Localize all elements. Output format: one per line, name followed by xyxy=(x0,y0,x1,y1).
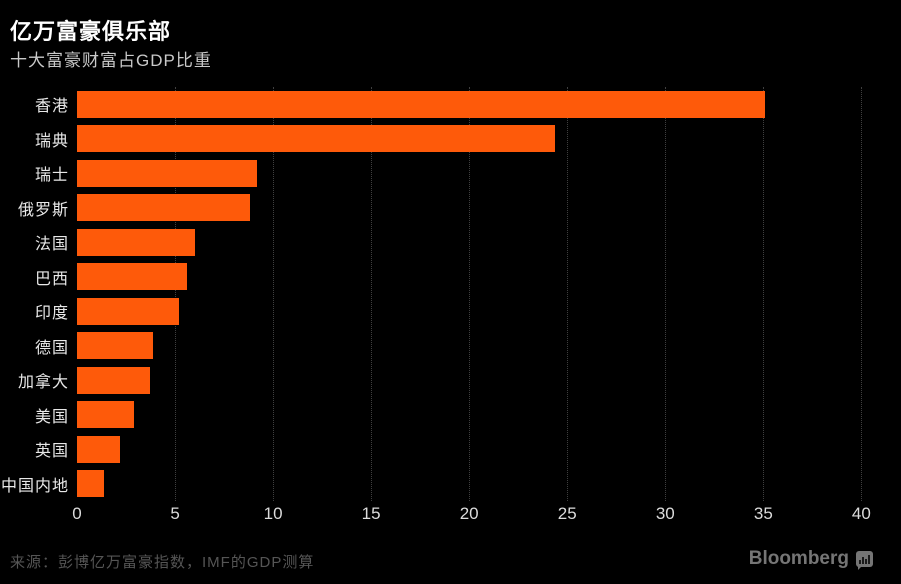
bar xyxy=(77,159,258,187)
category-label: 美国 xyxy=(34,408,69,426)
chart-title: 亿万富豪俱乐部 xyxy=(10,19,172,44)
gridline xyxy=(469,87,471,501)
bar xyxy=(77,263,187,291)
x-tick-label: 10 xyxy=(263,504,283,523)
category-label: 法国 xyxy=(34,236,69,254)
bloomberg-wordmark: Bloomberg xyxy=(748,548,849,569)
bar-row xyxy=(77,294,881,329)
bar xyxy=(77,470,105,498)
bar-row xyxy=(77,467,881,502)
bar xyxy=(77,228,195,256)
bar-row xyxy=(77,122,881,157)
bloomberg-chart-bubble-icon xyxy=(856,551,873,570)
bar-row xyxy=(77,260,881,295)
x-tick-label: 25 xyxy=(557,504,577,523)
x-tick-label: 35 xyxy=(753,504,773,523)
category-label: 俄罗斯 xyxy=(17,201,69,219)
bar xyxy=(77,125,556,153)
x-tick-label: 30 xyxy=(655,504,675,523)
gridline xyxy=(665,87,667,501)
x-axis-tick-labels: 0 5 10 15 20 25 30 35 40 xyxy=(72,504,881,526)
gridline xyxy=(371,87,373,501)
bar xyxy=(77,435,121,463)
category-label: 印度 xyxy=(34,305,69,323)
bar xyxy=(77,366,150,394)
bar-row xyxy=(77,156,881,191)
x-tick-label: 20 xyxy=(459,504,479,523)
category-label: 加拿大 xyxy=(17,374,69,392)
bar-row xyxy=(77,225,881,260)
bar xyxy=(77,194,250,222)
x-tick-label: 15 xyxy=(361,504,381,523)
x-tick-label: 5 xyxy=(170,504,180,523)
plot-area xyxy=(77,87,881,501)
bloomberg-logo: Bloomberg xyxy=(749,548,873,570)
category-label: 瑞士 xyxy=(34,167,69,185)
gridline xyxy=(567,87,569,501)
bar xyxy=(77,332,154,360)
category-label: 瑞典 xyxy=(34,132,69,150)
gridline xyxy=(273,87,275,501)
gridline xyxy=(175,87,177,501)
gridline xyxy=(861,87,863,501)
bar-row xyxy=(77,87,881,122)
x-tick-label: 0 xyxy=(72,504,82,523)
bar xyxy=(77,401,134,429)
gridline xyxy=(763,87,765,501)
bar xyxy=(77,90,766,118)
bar xyxy=(77,297,179,325)
bar-row xyxy=(77,363,881,398)
y-axis-category-labels: 香港瑞典瑞士俄罗斯法国巴西印度德国加拿大美国英国中国内地 xyxy=(0,87,69,501)
chart-subtitle: 十大富豪财富占GDP比重 xyxy=(10,51,212,70)
source-note: 来源：彭博亿万富豪指数，IMF的GDP测算 xyxy=(10,554,315,571)
category-label: 德国 xyxy=(34,339,69,357)
category-label: 英国 xyxy=(34,443,69,461)
category-label: 巴西 xyxy=(34,270,69,288)
bar-row xyxy=(77,191,881,226)
x-tick-label: 40 xyxy=(851,504,871,523)
bar-row xyxy=(77,432,881,467)
bar-row xyxy=(77,329,881,364)
category-label: 香港 xyxy=(34,98,69,116)
category-label: 中国内地 xyxy=(0,477,69,495)
bar-row xyxy=(77,398,881,433)
